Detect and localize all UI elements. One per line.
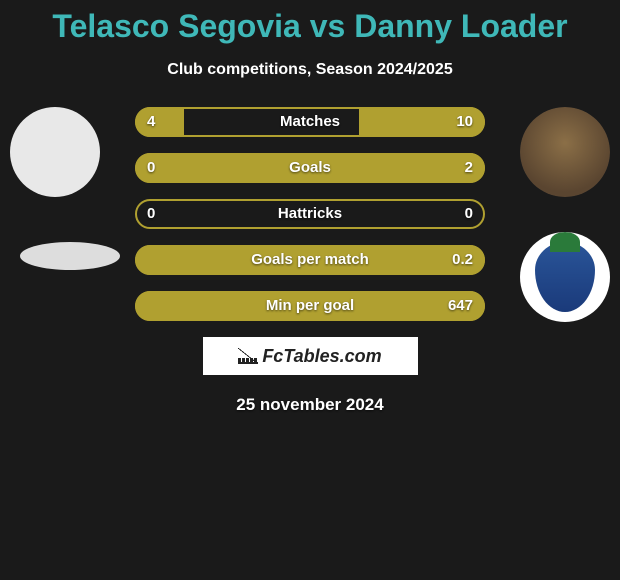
stat-label: Goals bbox=[135, 153, 485, 183]
fc-porto-crest-icon bbox=[535, 242, 595, 312]
club-right-logo bbox=[520, 232, 610, 322]
stat-row: 4Matches10 bbox=[135, 107, 485, 137]
stat-value-right: 2 bbox=[465, 153, 473, 183]
stat-value-right: 0 bbox=[465, 199, 473, 229]
comparison-date: 25 november 2024 bbox=[0, 395, 620, 415]
stat-value-right: 10 bbox=[456, 107, 473, 137]
comparison-subtitle: Club competitions, Season 2024/2025 bbox=[0, 61, 620, 79]
club-left-ellipse bbox=[20, 242, 120, 270]
stat-row: 0Hattricks0 bbox=[135, 199, 485, 229]
player-right-avatar bbox=[520, 107, 610, 197]
stat-row: 0Goals2 bbox=[135, 153, 485, 183]
player-right-face bbox=[520, 107, 610, 197]
club-left-logo bbox=[20, 232, 120, 332]
stat-value-right: 647 bbox=[448, 291, 473, 321]
player-left-avatar bbox=[10, 107, 100, 197]
stat-row: Min per goal647 bbox=[135, 291, 485, 321]
fctables-logo-text: FcTables.com bbox=[262, 346, 381, 367]
stat-bars: 4Matches100Goals20Hattricks0Goals per ma… bbox=[135, 107, 485, 321]
stats-area: 4Matches100Goals20Hattricks0Goals per ma… bbox=[0, 107, 620, 321]
stat-label: Min per goal bbox=[135, 291, 485, 321]
stat-label: Goals per match bbox=[135, 245, 485, 275]
stat-label: Hattricks bbox=[135, 199, 485, 229]
comparison-card: Telasco Segovia vs Danny Loader Club com… bbox=[0, 0, 620, 580]
fctables-chart-icon bbox=[238, 348, 258, 364]
fctables-logo[interactable]: FcTables.com bbox=[203, 337, 418, 375]
comparison-title: Telasco Segovia vs Danny Loader bbox=[0, 0, 620, 45]
stat-row: Goals per match0.2 bbox=[135, 245, 485, 275]
stat-value-right: 0.2 bbox=[452, 245, 473, 275]
stat-label: Matches bbox=[135, 107, 485, 137]
